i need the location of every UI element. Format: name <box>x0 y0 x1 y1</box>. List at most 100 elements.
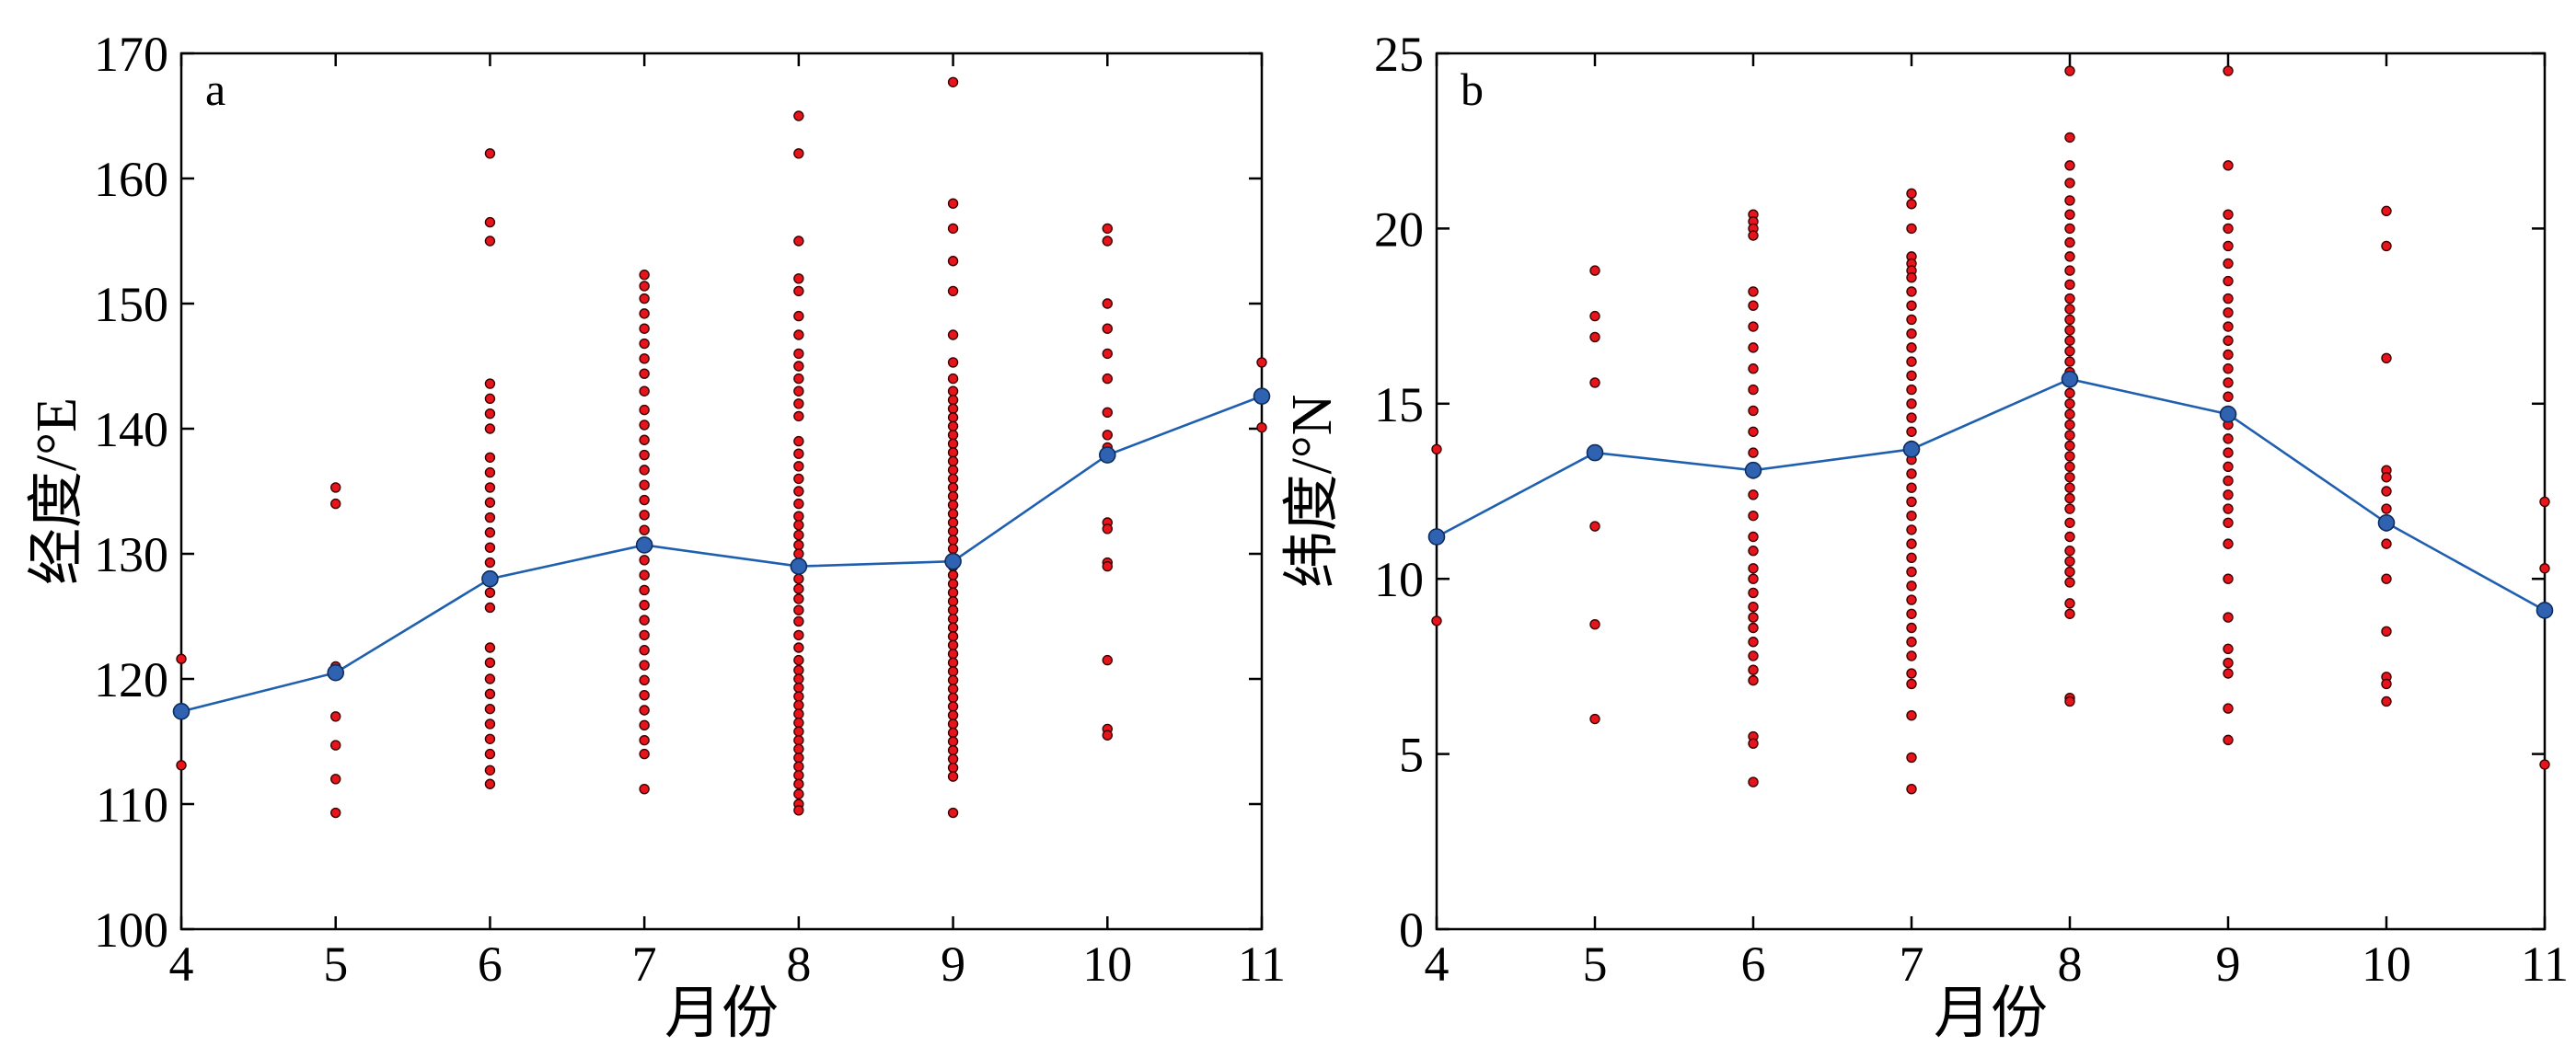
scatter-point <box>947 622 959 633</box>
scatter-point <box>1748 426 1759 437</box>
scatter-point <box>793 539 804 551</box>
scatter-point <box>2223 612 2234 623</box>
scatter-point <box>793 708 804 719</box>
scatter-point <box>1906 482 1917 493</box>
scatter-point <box>793 548 804 559</box>
scatter-point <box>947 465 959 476</box>
scatter-point <box>947 329 959 340</box>
x-axis-title: 月份 <box>664 983 779 1045</box>
scatter-point <box>639 748 650 760</box>
scatter-point <box>330 807 341 819</box>
mean-series-point <box>2219 405 2237 423</box>
scatter-point <box>639 734 650 746</box>
scatter-point <box>639 783 650 795</box>
panel-label: b <box>1461 63 1484 115</box>
scatter-point <box>947 223 959 235</box>
x-tick-label: 9 <box>941 937 965 992</box>
scatter-point <box>1589 265 1600 276</box>
scatter-point <box>947 430 959 441</box>
y-tick-label: 150 <box>94 277 168 332</box>
scatter-point <box>2064 325 2075 336</box>
scatter-point <box>639 434 650 445</box>
scatter-point <box>2223 240 2234 252</box>
y-tick-label: 20 <box>1374 201 1424 257</box>
scatter-point <box>947 762 959 774</box>
scatter-point <box>1906 783 1917 795</box>
scatter-point <box>330 774 341 785</box>
scatter-point <box>2223 475 2234 487</box>
scatter-point <box>947 517 959 528</box>
scatter-point <box>793 805 804 816</box>
scatter-point <box>2064 132 2075 144</box>
scatter-point <box>2064 314 2075 326</box>
scatter-point <box>1906 412 1917 423</box>
panel-b-plot: 4 5 6 7 8 9 10 11 0 5 10 15 20 25 b 月份 纬度/°N <box>1281 27 2569 1045</box>
scatter-point <box>2064 492 2075 504</box>
scatter-point <box>1431 443 1442 455</box>
scatter-point <box>2223 668 2234 679</box>
scatter-point <box>484 657 496 669</box>
scatter-point <box>1906 199 1917 210</box>
scatter-point <box>484 642 496 653</box>
scatter-point <box>639 689 650 701</box>
scatter-point <box>1589 377 1600 388</box>
scatter-point <box>2064 293 2075 305</box>
y-tick-label: 15 <box>1374 377 1424 432</box>
scatter-point <box>947 674 959 686</box>
scatter-point <box>947 76 959 87</box>
x-tick-label: 4 <box>1425 937 1450 992</box>
scatter-point <box>2223 461 2234 473</box>
scatter-point <box>484 748 496 760</box>
x-tick-label: 8 <box>2058 937 2083 992</box>
scatter-point <box>1102 654 1113 666</box>
scatter-point <box>2223 489 2234 500</box>
scatter-point <box>947 412 959 423</box>
scatter-point <box>176 760 187 771</box>
mean-series-point <box>1744 461 1762 479</box>
scatter-point <box>484 148 496 159</box>
scatter-point <box>947 373 959 385</box>
scatter-point <box>1589 619 1600 630</box>
scatter-point <box>2223 703 2234 714</box>
scatter-point <box>947 753 959 764</box>
scatter-point <box>1748 447 1759 458</box>
scatter-point <box>1906 356 1917 367</box>
scatter-point <box>793 461 804 472</box>
scatter-point <box>2223 517 2234 528</box>
scatter-point <box>1748 738 1759 749</box>
scatter-point <box>2223 209 2234 220</box>
scatter-point <box>1906 622 1917 634</box>
scatter-point <box>2064 387 2075 399</box>
scatter-point <box>330 740 341 751</box>
y-tick-label: 100 <box>94 902 168 958</box>
mean-series-point <box>172 703 191 720</box>
scatter-point <box>2381 503 2392 514</box>
scatter-point <box>1748 363 1759 374</box>
scatter-point <box>1906 637 1917 648</box>
scatter-point <box>793 743 804 754</box>
scatter-point <box>947 455 959 467</box>
mean-series-point <box>1902 441 1921 458</box>
scatter-point <box>2064 566 2075 578</box>
scatter-point <box>639 479 650 490</box>
scatter-point <box>2064 236 2075 248</box>
scatter-point <box>2381 678 2392 690</box>
x-tick-label: 8 <box>786 937 811 992</box>
x-axis-title: 月份 <box>1934 983 2048 1045</box>
scatter-point <box>1589 331 1600 343</box>
scatter-point <box>947 543 959 555</box>
scatter-point <box>2223 657 2234 669</box>
scatter-point <box>484 673 496 684</box>
scatter-point <box>330 498 341 510</box>
y-tick-label: 160 <box>94 152 168 207</box>
scatter-point <box>639 510 650 521</box>
scatter-point <box>1102 223 1113 235</box>
scatter-point <box>793 448 804 459</box>
scatter-point <box>639 705 650 716</box>
scatter-point <box>1256 421 1267 433</box>
scatter-point <box>1748 612 1759 623</box>
scatter-point <box>639 338 650 350</box>
scatter-point <box>484 466 496 478</box>
mean-series-point <box>2377 513 2396 532</box>
